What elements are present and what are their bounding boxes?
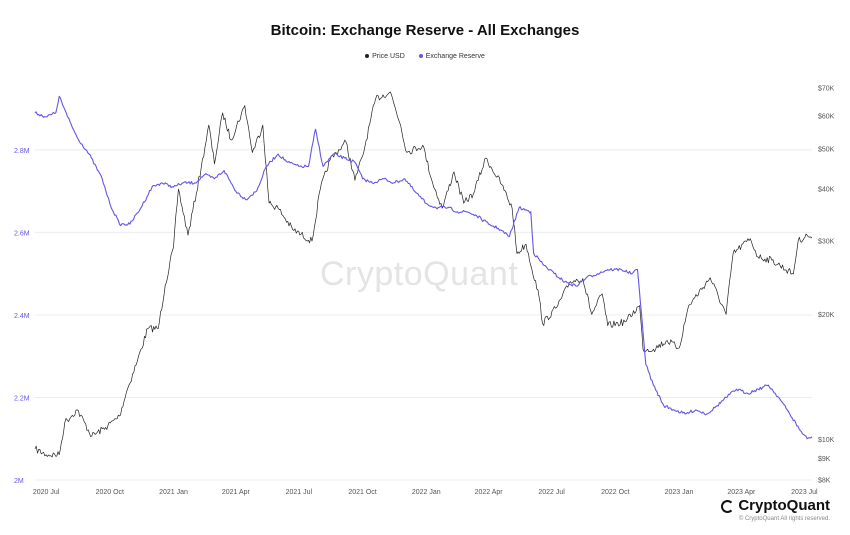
legend-label-reserve: Exchange Reserve bbox=[425, 53, 485, 60]
x-tick-label: 2022 Jul bbox=[538, 489, 565, 496]
x-tick-label: 2020 Jul bbox=[33, 489, 60, 496]
y-right-tick-label: $8K bbox=[818, 478, 831, 485]
x-tick-label: 2022 Oct bbox=[601, 489, 629, 496]
brand-logo: CryptoQuant bbox=[721, 497, 830, 514]
legend-dot-price bbox=[365, 54, 370, 59]
y-right-tick-label: $10K bbox=[818, 437, 835, 444]
y-right-tick-label: $40K bbox=[818, 187, 835, 194]
x-tick-label: 2020 Oct bbox=[96, 489, 124, 496]
axis-layer: 2M 2.2M 2.4M 2.6M 2.8M $8K $9K $10K $20K $30K $40K… bbox=[14, 86, 835, 497]
legend-item-price[interactable]: Price USD bbox=[365, 53, 405, 60]
y-left-tick-label: 2.8M bbox=[14, 148, 30, 155]
y-right-tick-label: $30K bbox=[818, 239, 835, 246]
y-left-tick-label: 2.4M bbox=[14, 313, 30, 320]
y-right-tick-label: $20K bbox=[818, 312, 835, 319]
legend-dot-reserve bbox=[418, 54, 423, 59]
legend[interactable]: Price USD Exchange Reserve bbox=[0, 53, 850, 60]
y-right-tick-label: $60K bbox=[818, 113, 835, 120]
x-tick-label: 2023 Apr bbox=[727, 489, 756, 496]
y-left-tick-label: 2.6M bbox=[14, 230, 30, 237]
x-tick-label: 2023 Jul bbox=[791, 489, 818, 496]
chart-title: Bitcoin: Exchange Reserve - All Exchange… bbox=[270, 22, 580, 39]
series-line-exchange-reserve bbox=[34, 95, 813, 440]
x-tick-label: 2021 Oct bbox=[348, 489, 376, 496]
y-left-tick-label: 2.2M bbox=[14, 395, 30, 402]
copyright-text: © CryptoQuant All rights reserved. bbox=[738, 516, 830, 522]
x-tick-label: 2021 Apr bbox=[222, 489, 251, 496]
brand-name: CryptoQuant bbox=[738, 497, 830, 514]
x-tick-label: 2022 Jan bbox=[412, 489, 441, 496]
x-tick-label: 2021 Jul bbox=[286, 489, 313, 496]
grid-layer bbox=[35, 149, 812, 481]
legend-label-price: Price USD bbox=[372, 53, 405, 60]
y-right-tick-label: $70K bbox=[818, 86, 835, 93]
x-tick-label: 2022 Apr bbox=[475, 489, 504, 496]
y-right-tick-label: $50K bbox=[818, 146, 835, 153]
series-layer bbox=[34, 91, 813, 458]
x-tick-label: 2021 Jan bbox=[159, 489, 188, 496]
legend-item-reserve[interactable]: Exchange Reserve bbox=[418, 53, 485, 60]
cryptoquant-logo-icon bbox=[721, 500, 735, 513]
x-tick-label: 2023 Jan bbox=[665, 489, 694, 496]
series-line-price bbox=[34, 91, 813, 458]
watermark: CryptoQuant bbox=[320, 255, 519, 293]
y-left-tick-label: 2M bbox=[14, 478, 24, 485]
y-right-tick-label: $9K bbox=[818, 456, 831, 463]
